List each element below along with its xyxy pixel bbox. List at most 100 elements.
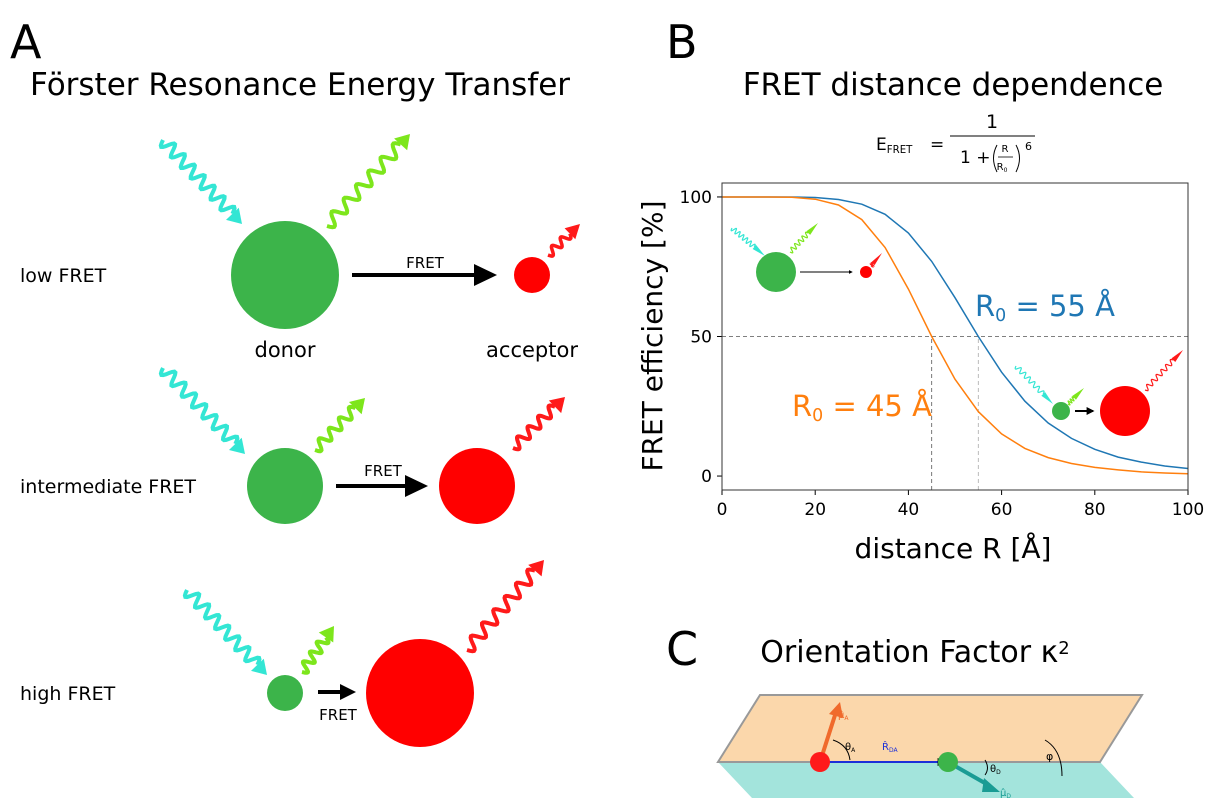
arrow-head [474, 264, 497, 286]
text-part: 0 [812, 406, 823, 426]
photon-head [806, 223, 818, 235]
photon-head [228, 437, 245, 454]
text-part: A [851, 747, 856, 754]
text-part: Orientation Factor κ [760, 635, 1058, 670]
arrow-label: FRET [406, 254, 445, 272]
panel-title: Orientation Factor κ2 [760, 635, 1069, 670]
acceptor-plane [716, 694, 1144, 763]
photon-head [250, 658, 267, 675]
photon [158, 367, 240, 445]
text-part: 0 [995, 306, 1006, 326]
acceptor [810, 752, 830, 772]
y-tick-label: 100 [680, 188, 712, 208]
panel-letter: A [10, 15, 42, 69]
acceptor [514, 257, 550, 293]
text-part: R [975, 289, 995, 323]
photon-head [528, 560, 544, 577]
photon [789, 231, 809, 254]
angle-label: θD [990, 764, 1001, 776]
angle-arc [984, 759, 988, 776]
series-annotation: R0 = 55 Å [975, 289, 1115, 326]
text-part: = 55 Å [1006, 289, 1115, 323]
formula-lhs: EFRET [876, 135, 913, 156]
text-part: D [1006, 793, 1011, 798]
photon [182, 589, 262, 666]
photon-head [225, 207, 242, 224]
photon-head [1072, 388, 1084, 400]
row-label: intermediate FRET [20, 476, 196, 498]
formula-den: 1 + [960, 148, 990, 168]
angle-arc [1044, 739, 1063, 777]
panel-letter: B [666, 15, 698, 69]
vector-label: μ̂A [838, 709, 849, 722]
photon-head [1171, 350, 1183, 362]
y-tick-label: 50 [690, 328, 712, 348]
photon-head [394, 134, 410, 151]
arrow-head [340, 684, 356, 700]
photon [300, 636, 331, 675]
arrow-head [829, 702, 843, 718]
text-part: 2 [1058, 638, 1069, 659]
angle-arc [832, 739, 851, 761]
text-part: θ [990, 764, 996, 775]
x-tick-label: 80 [1084, 500, 1106, 520]
arrow-head [405, 475, 428, 497]
y-tick-label: 0 [701, 467, 712, 487]
photon-head [564, 224, 580, 240]
acceptor-label: acceptor [486, 338, 578, 362]
photon [158, 139, 237, 215]
x-tick-label: 40 [898, 500, 920, 520]
text-part: A [844, 715, 849, 722]
insets [756, 252, 1150, 436]
panel-letter: C [666, 622, 698, 676]
angle-label: θA [845, 742, 856, 754]
panel-title: Förster Resonance Energy Transfer [30, 67, 570, 103]
photon [512, 403, 556, 452]
donor-plane [718, 762, 1134, 798]
x-tick-label: 0 [717, 500, 728, 520]
acceptor [860, 266, 872, 278]
text-part: D [996, 769, 1001, 776]
photon-head [1041, 392, 1053, 404]
row-label: high FRET [20, 683, 116, 705]
donor [756, 252, 796, 292]
text-part: θ [845, 742, 851, 753]
arrow-label: FRET [319, 706, 358, 724]
photon-head [752, 244, 765, 256]
angle-label: φ [1046, 750, 1053, 763]
text-part: μ̂ [1000, 787, 1007, 798]
photon-head [548, 397, 565, 414]
x-axis-label: distance R [Å] [855, 531, 1052, 565]
photon [314, 404, 357, 454]
orientation-diagram [716, 694, 1144, 798]
formula-r: R [1002, 144, 1009, 155]
y-axis-label: FRET efficiency [%] [636, 200, 669, 471]
x-tick-label: 100 [1172, 500, 1204, 520]
acceptor [1100, 386, 1150, 436]
text-part: R [997, 162, 1004, 173]
paren [1015, 144, 1020, 173]
panel-a-shapes [231, 221, 550, 747]
donor [267, 675, 303, 711]
vector-label: μ̂D [1000, 787, 1011, 798]
chart-title: FRET distance dependence [743, 67, 1164, 103]
formula-r0: R0 [997, 162, 1008, 174]
text-part: FRET [887, 145, 913, 156]
acceptor [439, 448, 515, 524]
photon [730, 227, 756, 248]
photon [869, 262, 876, 268]
arrow-label: FRET [364, 462, 403, 480]
donor [1052, 402, 1070, 420]
donor [231, 221, 339, 329]
text-part: R̂ [882, 740, 889, 753]
photon-head [348, 398, 365, 415]
photon [466, 567, 536, 654]
photon-head [871, 253, 882, 266]
paren [993, 144, 998, 173]
photon [1067, 396, 1075, 406]
photon-head [318, 626, 334, 643]
photon [1014, 365, 1045, 395]
text-part: 0 [1004, 167, 1008, 174]
